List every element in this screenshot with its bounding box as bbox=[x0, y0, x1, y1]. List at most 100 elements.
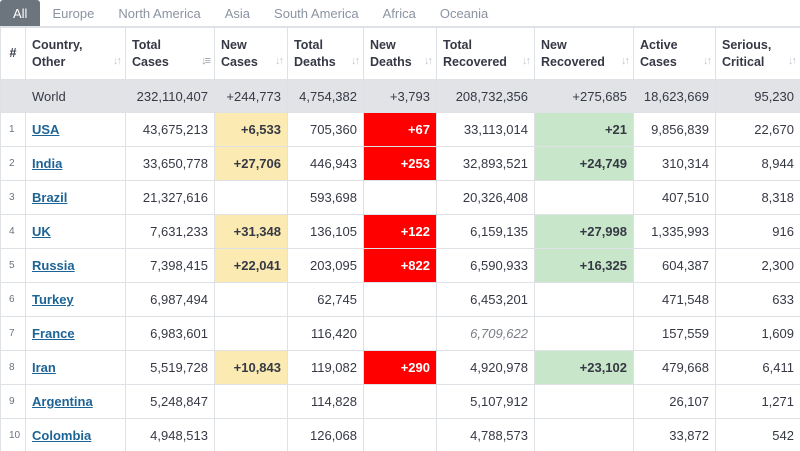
serious-critical-cell: 8,944 bbox=[715, 146, 800, 181]
new-cases-cell: +31,348 bbox=[214, 214, 288, 249]
tab-oceania[interactable]: Oceania bbox=[439, 6, 489, 21]
world-active-cases: 18,623,669 bbox=[633, 79, 716, 113]
total-deaths-cell: 705,360 bbox=[287, 112, 364, 147]
header-total-recovered[interactable]: Total Recovered ↓↑ bbox=[436, 27, 535, 80]
row-rank: 4 bbox=[0, 214, 26, 249]
header-new-recovered[interactable]: New Recovered ↓↑ bbox=[534, 27, 634, 80]
total-cases-cell: 6,983,601 bbox=[125, 316, 215, 351]
country-link[interactable]: Turkey bbox=[32, 292, 74, 307]
new-recovered-cell: +24,749 bbox=[534, 146, 634, 181]
header-label-line1: Total bbox=[132, 37, 161, 52]
header-label-line1: Total bbox=[443, 37, 472, 52]
total-deaths-cell: 136,105 bbox=[287, 214, 364, 249]
sort-descending-icon[interactable]: ↓≡ bbox=[201, 55, 211, 67]
sort-arrows-icon[interactable]: ↓↑ bbox=[351, 55, 360, 67]
serious-critical-cell: 916 bbox=[715, 214, 800, 249]
header-new-cases[interactable]: New Cases ↓↑ bbox=[214, 27, 288, 80]
new-cases-cell: +27,706 bbox=[214, 146, 288, 181]
country-link[interactable]: UK bbox=[32, 224, 51, 239]
tab-europe[interactable]: Europe bbox=[52, 6, 95, 21]
serious-critical-cell: 633 bbox=[715, 282, 800, 317]
country-link[interactable]: Brazil bbox=[32, 190, 68, 205]
world-row: World 232,110,407 +244,773 4,754,382 +3,… bbox=[0, 79, 800, 113]
total-deaths-cell: 119,082 bbox=[287, 350, 364, 385]
header-label-line2: Critical bbox=[722, 54, 765, 69]
header-rank[interactable]: # bbox=[0, 27, 26, 80]
new-deaths-cell bbox=[363, 282, 437, 317]
active-cases-cell: 407,510 bbox=[633, 180, 716, 215]
total-cases-cell: 5,519,728 bbox=[125, 350, 215, 385]
country-link[interactable]: USA bbox=[32, 122, 60, 137]
country-link[interactable]: Argentina bbox=[32, 394, 93, 409]
serious-critical-cell: 8,318 bbox=[715, 180, 800, 215]
table-row: 9 Argentina 5,248,847 114,828 5,107,912 26,10… bbox=[0, 384, 800, 419]
row-rank: 3 bbox=[0, 180, 26, 215]
header-new-deaths[interactable]: New Deaths ↓↑ bbox=[363, 27, 437, 80]
sort-arrows-icon[interactable]: ↓↑ bbox=[788, 55, 797, 67]
total-cases-cell: 7,631,233 bbox=[125, 214, 215, 249]
new-cases-cell bbox=[214, 180, 288, 215]
header-total-deaths[interactable]: Total Deaths ↓↑ bbox=[287, 27, 364, 80]
new-recovered-cell: +23,102 bbox=[534, 350, 634, 385]
table-header-row: # Country, Other ↓↑ Total Cases ↓≡ New Cases ↓↑ To… bbox=[0, 27, 800, 80]
world-new-recovered: +275,685 bbox=[534, 79, 634, 113]
header-serious-critical[interactable]: Serious, Critical ↓↑ bbox=[715, 27, 800, 80]
header-label-line1: Serious, bbox=[722, 37, 772, 52]
tab-all[interactable]: All bbox=[0, 0, 41, 27]
tab-asia[interactable]: Asia bbox=[224, 6, 251, 21]
header-active-cases[interactable]: Active Cases ↓↑ bbox=[633, 27, 716, 80]
tab-africa[interactable]: Africa bbox=[382, 6, 416, 21]
total-recovered-cell: 6,159,135 bbox=[436, 214, 535, 249]
sort-arrows-icon[interactable]: ↓↑ bbox=[621, 55, 630, 67]
row-rank: 8 bbox=[0, 350, 26, 385]
new-cases-cell bbox=[214, 282, 288, 317]
header-label-line1: Country, bbox=[32, 37, 83, 52]
table-row: 3 Brazil 21,327,616 593,698 20,326,408 407,51… bbox=[0, 180, 800, 215]
row-rank: 2 bbox=[0, 146, 26, 181]
header-label-line2: Recovered bbox=[443, 54, 507, 69]
country-link[interactable]: Iran bbox=[32, 360, 56, 375]
world-new-deaths: +3,793 bbox=[363, 79, 437, 113]
country-link[interactable]: India bbox=[32, 156, 63, 171]
header-label-line2: Cases bbox=[640, 54, 677, 69]
row-rank: 5 bbox=[0, 248, 26, 283]
new-cases-cell bbox=[214, 418, 288, 451]
country-cell: Iran bbox=[25, 350, 126, 385]
serious-critical-cell: 1,271 bbox=[715, 384, 800, 419]
sort-arrows-icon[interactable]: ↓↑ bbox=[424, 55, 433, 67]
table-row: 4 UK 7,631,233 +31,348 136,105 +122 6,159,135 +… bbox=[0, 214, 800, 249]
country-link[interactable]: France bbox=[32, 326, 75, 341]
total-deaths-cell: 593,698 bbox=[287, 180, 364, 215]
header-label-line2: Cases bbox=[132, 54, 169, 69]
header-label-line2: Other bbox=[32, 54, 66, 69]
active-cases-cell: 471,548 bbox=[633, 282, 716, 317]
sort-arrows-icon[interactable]: ↓↑ bbox=[522, 55, 531, 67]
table-row: 1 USA 43,675,213 +6,533 705,360 +67 33,113,014… bbox=[0, 112, 800, 147]
covid-table: # Country, Other ↓↑ Total Cases ↓≡ New Cases ↓↑ To… bbox=[0, 27, 800, 451]
new-deaths-cell: +122 bbox=[363, 214, 437, 249]
total-cases-cell: 6,987,494 bbox=[125, 282, 215, 317]
active-cases-cell: 310,314 bbox=[633, 146, 716, 181]
header-total-cases[interactable]: Total Cases ↓≡ bbox=[125, 27, 215, 80]
tab-north-america[interactable]: North America bbox=[118, 6, 201, 21]
active-cases-cell: 1,335,993 bbox=[633, 214, 716, 249]
country-cell: Colombia bbox=[25, 418, 126, 451]
total-cases-cell: 43,675,213 bbox=[125, 112, 215, 147]
new-deaths-cell bbox=[363, 384, 437, 419]
table-row: 6 Turkey 6,987,494 62,745 6,453,201 471,548 63… bbox=[0, 282, 800, 317]
tab-south-america[interactable]: South America bbox=[274, 6, 359, 21]
new-cases-cell bbox=[214, 316, 288, 351]
serious-critical-cell: 22,670 bbox=[715, 112, 800, 147]
header-label-line1: Active bbox=[640, 37, 678, 52]
new-deaths-cell bbox=[363, 418, 437, 451]
country-link[interactable]: Colombia bbox=[32, 428, 92, 443]
sort-arrows-icon[interactable]: ↓↑ bbox=[275, 55, 284, 67]
header-label-line1: Total bbox=[294, 37, 323, 52]
country-cell: India bbox=[25, 146, 126, 181]
header-country-other[interactable]: Country, Other ↓↑ bbox=[25, 27, 126, 80]
row-rank: 6 bbox=[0, 282, 26, 317]
country-cell: USA bbox=[25, 112, 126, 147]
country-link[interactable]: Russia bbox=[32, 258, 75, 273]
sort-arrows-icon[interactable]: ↓↑ bbox=[703, 55, 712, 67]
sort-arrows-icon[interactable]: ↓↑ bbox=[113, 55, 122, 67]
